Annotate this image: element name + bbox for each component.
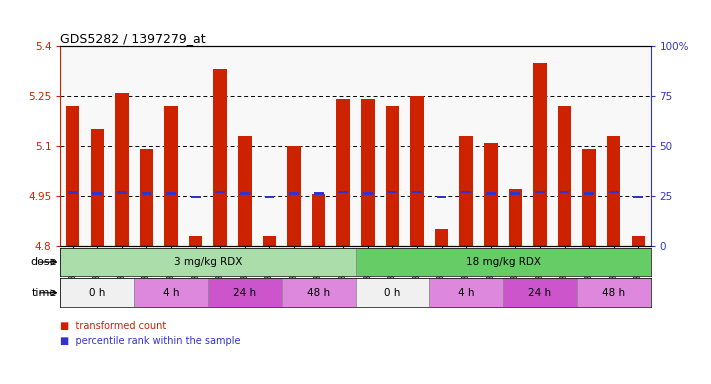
Text: ■  percentile rank within the sample: ■ percentile rank within the sample (60, 336, 241, 346)
Bar (461, 190, 471, 193)
Text: 48 h: 48 h (602, 288, 625, 298)
Bar (213, 70, 227, 246)
Bar (189, 236, 203, 246)
Text: GDS5282 / 1397279_at: GDS5282 / 1397279_at (60, 32, 206, 45)
Bar (164, 106, 178, 246)
Bar (435, 229, 449, 246)
Bar (92, 192, 102, 195)
Bar (60, 278, 134, 307)
Bar (584, 192, 594, 195)
Bar (117, 191, 127, 194)
Bar (535, 190, 545, 193)
Bar (577, 278, 651, 307)
Bar (141, 192, 151, 195)
Bar (437, 195, 447, 198)
Bar (287, 146, 301, 246)
Text: ■  transformed count: ■ transformed count (60, 321, 166, 331)
Bar (66, 106, 80, 246)
Bar (134, 278, 208, 307)
Bar (510, 192, 520, 195)
Bar (262, 236, 276, 246)
Bar (557, 106, 571, 246)
Text: 18 mg/kg RDX: 18 mg/kg RDX (466, 257, 540, 267)
Text: 24 h: 24 h (233, 288, 257, 298)
Bar (363, 192, 373, 195)
Text: 0 h: 0 h (89, 288, 105, 298)
Bar (387, 190, 397, 193)
Bar (410, 96, 424, 246)
Bar (361, 99, 375, 246)
Bar (484, 142, 498, 246)
Bar (582, 149, 596, 246)
Bar (356, 278, 429, 307)
Bar (90, 129, 104, 246)
Text: time: time (31, 288, 57, 298)
Bar (385, 106, 399, 246)
Text: 48 h: 48 h (307, 288, 330, 298)
Bar (240, 192, 250, 195)
Bar (166, 192, 176, 195)
Bar (560, 190, 570, 193)
Bar (634, 195, 643, 198)
Bar (312, 194, 326, 246)
Bar (486, 192, 496, 195)
Text: 4 h: 4 h (458, 288, 474, 298)
Text: 24 h: 24 h (528, 288, 552, 298)
Bar (314, 192, 324, 195)
Bar (282, 278, 356, 307)
Bar (429, 278, 503, 307)
Bar (336, 99, 350, 246)
Bar (338, 190, 348, 193)
Text: 3 mg/kg RDX: 3 mg/kg RDX (173, 257, 242, 267)
Bar (191, 195, 201, 198)
Bar (264, 195, 274, 198)
Bar (289, 192, 299, 195)
Text: 0 h: 0 h (384, 288, 400, 298)
Bar (68, 191, 77, 194)
Bar (412, 190, 422, 193)
Bar (631, 236, 645, 246)
Bar (115, 93, 129, 246)
Bar (533, 63, 547, 246)
Bar (60, 248, 356, 276)
Bar (238, 136, 252, 246)
Bar (215, 190, 225, 193)
Text: 4 h: 4 h (163, 288, 179, 298)
Text: dose: dose (31, 257, 57, 267)
Bar (140, 149, 154, 246)
Bar (208, 278, 282, 307)
Bar (503, 278, 577, 307)
Bar (459, 136, 473, 246)
Bar (508, 189, 522, 246)
Bar (609, 190, 619, 193)
Bar (356, 248, 651, 276)
Bar (607, 136, 621, 246)
